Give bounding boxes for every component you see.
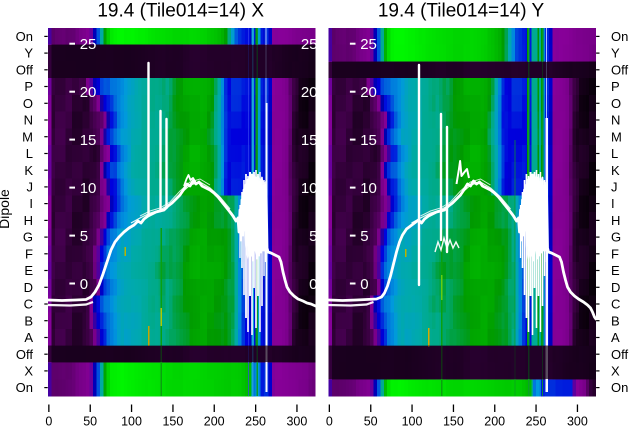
svg-text:50: 50: [83, 415, 97, 429]
svg-text:K: K: [611, 163, 620, 178]
svg-text:19.4 (Tile014=14) Y: 19.4 (Tile014=14) Y: [378, 1, 545, 22]
svg-text:250: 250: [526, 415, 547, 429]
svg-text:100: 100: [402, 415, 423, 429]
svg-text:On: On: [611, 380, 628, 395]
svg-text:G: G: [23, 230, 33, 245]
svg-text:0: 0: [326, 415, 333, 429]
svg-text:N: N: [611, 113, 620, 128]
svg-text:300: 300: [567, 415, 588, 429]
svg-text:5: 5: [309, 228, 317, 245]
svg-text:19.4 (Tile014=14) X: 19.4 (Tile014=14) X: [97, 1, 264, 22]
svg-text:H: H: [24, 213, 33, 228]
svg-text:M: M: [22, 129, 33, 144]
svg-text:H: H: [611, 213, 620, 228]
svg-text:20: 20: [360, 84, 377, 101]
svg-text:I: I: [611, 196, 615, 211]
svg-text:25: 25: [360, 36, 377, 53]
svg-text:B: B: [24, 313, 33, 328]
svg-text:5: 5: [360, 228, 368, 245]
svg-text:Y: Y: [24, 46, 33, 61]
svg-text:On: On: [16, 29, 33, 44]
svg-text:100: 100: [121, 415, 142, 429]
svg-text:Dipole: Dipole: [0, 189, 12, 229]
svg-text:G: G: [611, 230, 621, 245]
svg-text:10: 10: [360, 180, 377, 197]
svg-text:300: 300: [286, 415, 307, 429]
svg-text:10: 10: [301, 180, 318, 197]
svg-text:50: 50: [364, 415, 378, 429]
svg-text:250: 250: [245, 415, 266, 429]
svg-text:J: J: [27, 180, 34, 195]
svg-text:D: D: [611, 280, 620, 295]
svg-text:L: L: [611, 146, 618, 161]
svg-text:20: 20: [80, 84, 97, 101]
svg-text:15: 15: [80, 132, 97, 149]
svg-text:Off: Off: [16, 62, 33, 77]
svg-text:J: J: [611, 180, 618, 195]
svg-text:Off: Off: [16, 347, 33, 362]
svg-text:25: 25: [301, 36, 318, 53]
svg-text:Off: Off: [611, 347, 628, 362]
svg-text:0: 0: [309, 276, 317, 293]
svg-text:200: 200: [484, 415, 505, 429]
svg-text:25: 25: [80, 36, 97, 53]
svg-text:A: A: [611, 330, 620, 345]
svg-text:20: 20: [301, 84, 318, 101]
svg-text:15: 15: [301, 132, 318, 149]
svg-text:I: I: [29, 196, 33, 211]
svg-text:Y: Y: [611, 46, 620, 61]
svg-text:Off: Off: [611, 62, 628, 77]
svg-text:E: E: [611, 263, 620, 278]
svg-text:F: F: [25, 246, 33, 261]
svg-text:150: 150: [443, 415, 464, 429]
svg-text:E: E: [24, 263, 33, 278]
svg-text:On: On: [16, 380, 33, 395]
svg-text:0: 0: [45, 415, 52, 429]
svg-text:K: K: [24, 163, 33, 178]
svg-text:B: B: [611, 313, 620, 328]
svg-text:M: M: [611, 129, 622, 144]
svg-text:X: X: [611, 364, 620, 379]
svg-text:P: P: [611, 79, 620, 94]
svg-text:D: D: [24, 280, 33, 295]
svg-text:0: 0: [360, 276, 368, 293]
svg-text:C: C: [24, 297, 33, 312]
svg-text:L: L: [26, 146, 33, 161]
svg-text:N: N: [24, 113, 33, 128]
svg-text:A: A: [24, 330, 33, 345]
svg-text:F: F: [611, 246, 619, 261]
svg-text:15: 15: [360, 132, 377, 149]
svg-text:X: X: [24, 364, 33, 379]
svg-text:0: 0: [80, 276, 88, 293]
svg-text:On: On: [611, 29, 628, 44]
svg-text:10: 10: [80, 180, 97, 197]
svg-text:C: C: [611, 297, 620, 312]
svg-text:O: O: [611, 96, 621, 111]
svg-text:150: 150: [162, 415, 183, 429]
svg-text:P: P: [24, 79, 33, 94]
svg-text:5: 5: [80, 228, 88, 245]
svg-text:O: O: [23, 96, 33, 111]
svg-text:200: 200: [204, 415, 225, 429]
